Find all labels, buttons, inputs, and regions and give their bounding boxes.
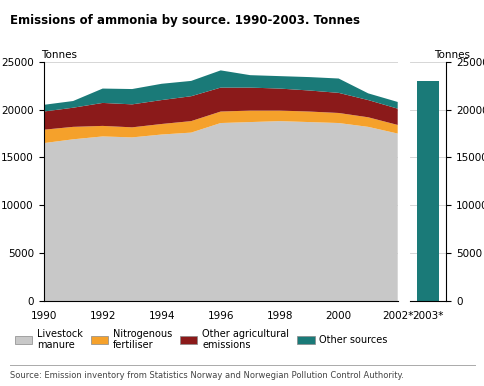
Bar [416,81,438,301]
Text: Tonnes: Tonnes [433,50,469,60]
Text: Emissions of ammonia by source. 1990-2003. Tonnes: Emissions of ammonia by source. 1990-200… [10,14,359,27]
Legend: Livestock
manure, Nitrogenous
fertiliser, Other agricultural
emissions, Other so: Livestock manure, Nitrogenous fertiliser… [15,328,387,350]
Text: Tonnes: Tonnes [41,50,77,60]
Text: Source: Emission inventory from Statistics Norway and Norwegian Pollution Contro: Source: Emission inventory from Statisti… [10,371,403,380]
